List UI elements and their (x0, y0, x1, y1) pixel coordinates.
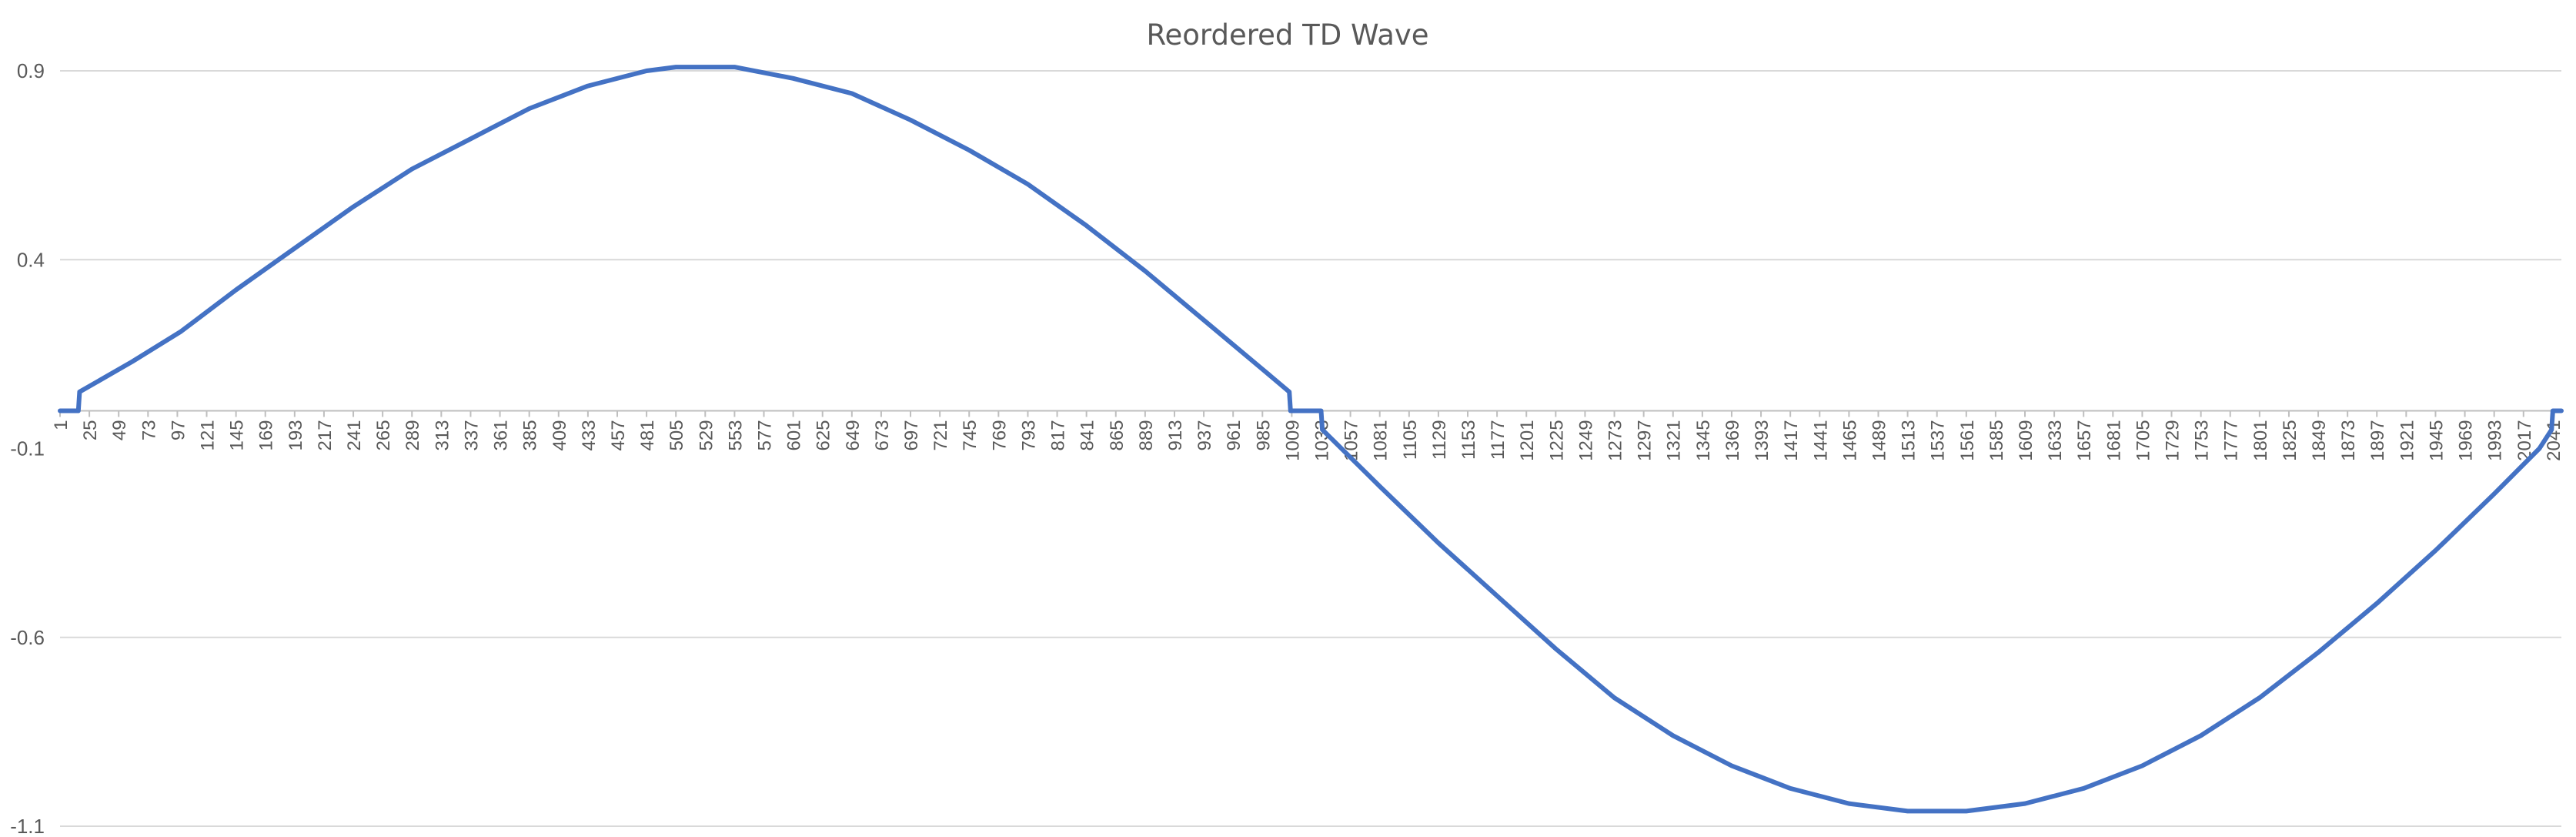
x-tick-label: 1153 (1458, 420, 1479, 460)
x-tick-label: 769 (989, 420, 1010, 450)
chart-title: Reordered TD Wave (1146, 18, 1428, 52)
x-tick-label: 385 (520, 420, 541, 450)
x-tick-label: 121 (198, 420, 219, 450)
x-tick-label: 865 (1107, 420, 1128, 450)
x-tick-label: 1777 (2221, 420, 2242, 460)
x-tick-label: 1513 (1899, 420, 1919, 460)
x-tick-label: 289 (403, 420, 423, 450)
x-tick-label: 1129 (1429, 420, 1450, 460)
x-tick-label: 1417 (1781, 420, 1802, 460)
y-tick-label: -1.1 (10, 815, 45, 837)
x-tick-label: 49 (109, 420, 130, 440)
x-tick-label: 1609 (2016, 420, 2036, 460)
y-tick-label: 0.9 (17, 59, 45, 82)
x-tick-label: 889 (1136, 420, 1157, 450)
x-tick-label: 577 (755, 420, 776, 450)
x-tick-label: 1249 (1575, 420, 1596, 460)
x-tick-label: 1753 (2192, 420, 2213, 460)
x-tick-label: 841 (1078, 420, 1098, 450)
x-tick-label: 1201 (1517, 420, 1538, 460)
x-tick-label: 481 (637, 420, 658, 450)
x-tick-label: 673 (872, 420, 893, 450)
series-line (58, 65, 2564, 814)
x-axis: 1 25 49 73 97 121 145 169 193 217 241 265 289 313 337 3… (51, 410, 2564, 461)
x-tick-label: 73 (139, 420, 159, 440)
x-tick-label: 361 (491, 420, 512, 450)
x-tick-label: 1993 (2485, 420, 2506, 460)
x-tick-label: 601 (784, 420, 805, 450)
x-tick-label: 1225 (1546, 420, 1567, 460)
x-tick-label: 913 (1165, 420, 1186, 450)
x-tick-label: 457 (608, 420, 629, 450)
x-tick-label: 1561 (1957, 420, 1978, 460)
x-tick-label: 1465 (1839, 420, 1860, 460)
y-tick-label: 0.4 (17, 248, 45, 271)
x-tick-label: 1849 (2309, 420, 2330, 460)
x-tick-label: 1705 (2133, 420, 2153, 460)
x-tick-label: 1873 (2338, 420, 2359, 460)
x-tick-label: 793 (1018, 420, 1039, 450)
y-tick-label: -0.6 (10, 626, 45, 649)
x-tick-label: 97 (168, 420, 189, 440)
x-tick-label: 145 (227, 420, 248, 450)
x-tick-label: 1273 (1605, 420, 1626, 460)
x-tick-label: 1537 (1928, 420, 1949, 460)
series-layer (58, 65, 2564, 814)
x-tick-label: 1681 (2103, 420, 2124, 460)
x-tick-label: 1657 (2074, 420, 2095, 460)
x-tick-label: 241 (344, 420, 365, 450)
x-tick-label: 1057 (1341, 420, 1362, 460)
x-tick-label: 1441 (1810, 420, 1831, 460)
y-tick-label: -0.1 (10, 437, 45, 460)
x-tick-label: 1297 (1635, 420, 1656, 460)
x-tick-label: 313 (432, 420, 453, 450)
x-tick-label: 25 (80, 420, 101, 440)
x-tick-label: 193 (286, 420, 306, 450)
x-tick-label: 1825 (2280, 420, 2300, 460)
x-tick-label: 1393 (1752, 420, 1772, 460)
x-tick-label: 1009 (1282, 420, 1303, 460)
x-tick-label: 817 (1048, 420, 1069, 450)
x-tick-label: 409 (550, 420, 570, 450)
x-tick-label: 625 (814, 420, 834, 450)
x-tick-label: 553 (725, 420, 746, 450)
x-tick-label: 217 (315, 420, 336, 450)
x-tick-label: 1585 (1986, 420, 2007, 460)
x-tick-label: 529 (696, 420, 717, 450)
x-tick-label: 1 (51, 420, 72, 430)
x-tick-label: 649 (843, 420, 864, 450)
x-tick-label: 1801 (2250, 420, 2271, 460)
x-tick-label: 1969 (2456, 420, 2477, 460)
x-tick-label: 1729 (2163, 420, 2183, 460)
x-tick-label: 265 (373, 420, 394, 450)
x-tick-label: 1105 (1400, 420, 1421, 460)
x-tick-label: 1489 (1869, 420, 1889, 460)
x-tick-label: 1897 (2367, 420, 2388, 460)
x-tick-label: 1177 (1488, 420, 1509, 460)
x-tick-label: 697 (901, 420, 922, 450)
x-tick-label: 1945 (2426, 420, 2447, 460)
x-tick-label: 1633 (2045, 420, 2066, 460)
x-tick-label: 937 (1194, 420, 1215, 450)
x-tick-label: 1345 (1693, 420, 1714, 460)
x-tick-label: 337 (461, 420, 482, 450)
gridlines (60, 70, 2561, 827)
x-tick-label: 1921 (2397, 420, 2417, 460)
x-tick-label: 1081 (1371, 420, 1392, 460)
y-axis: 0.9 0.4 -0.1 -0.6 -1.1 (10, 59, 45, 837)
x-tick-label: 721 (931, 420, 951, 450)
x-tick-label: 169 (256, 420, 277, 450)
x-tick-label: 505 (667, 420, 687, 450)
x-tick-label: 985 (1253, 420, 1274, 450)
x-tick-label: 745 (960, 420, 981, 450)
x-tick-label: 961 (1224, 420, 1245, 450)
x-tick-label: 433 (579, 420, 600, 450)
x-tick-label: 1321 (1664, 420, 1685, 460)
x-tick-label: 1369 (1722, 420, 1743, 460)
